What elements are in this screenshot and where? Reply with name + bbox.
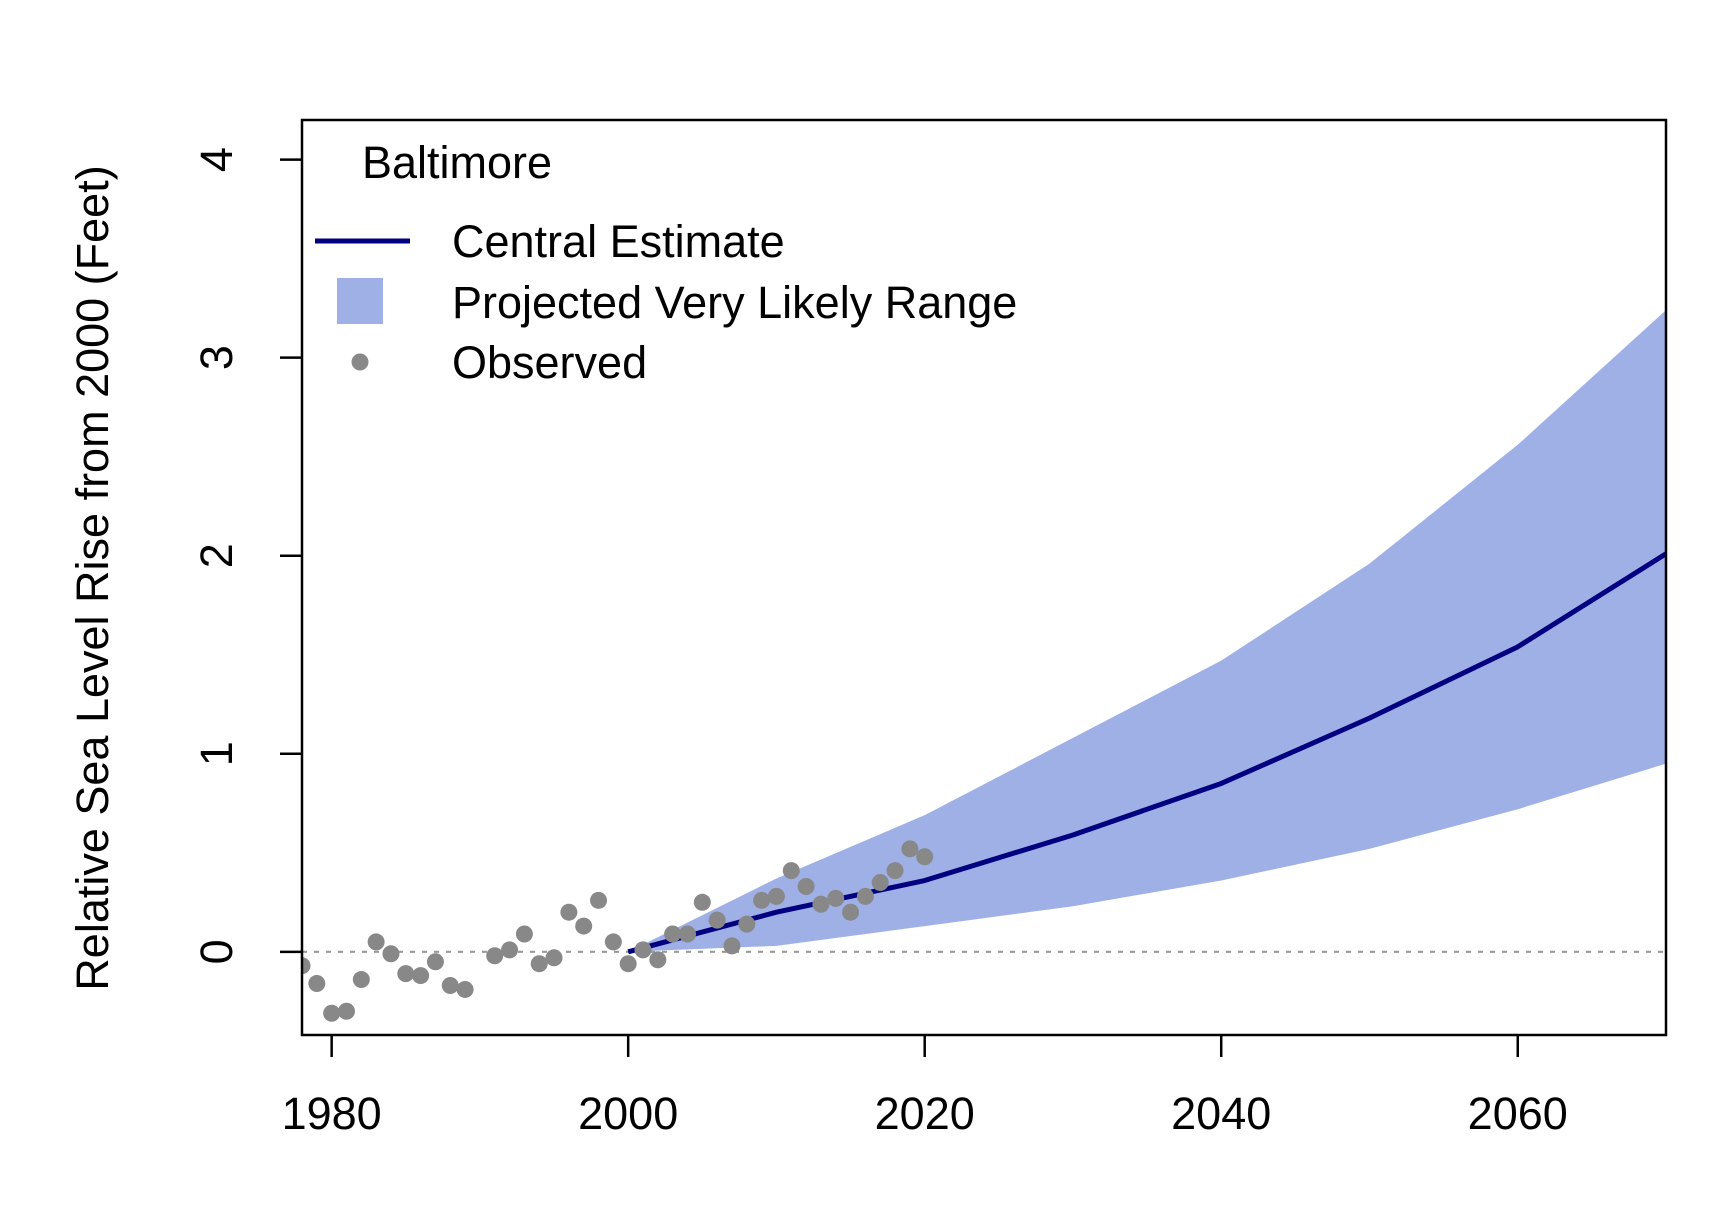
x-tick-label: 2040 — [1171, 1088, 1271, 1139]
observed-point — [352, 971, 370, 989]
y-axis: 0 1 2 3 4 — [191, 147, 302, 964]
legend-label-projected-range: Projected Very Likely Range — [452, 277, 1017, 328]
x-tick-label: 2060 — [1468, 1088, 1568, 1139]
observed-point — [323, 1004, 341, 1022]
y-tick-label: 1 — [191, 741, 242, 766]
observed-point — [604, 933, 622, 951]
range-band-layer — [628, 310, 1666, 952]
observed-point — [723, 937, 741, 955]
observed-point — [545, 949, 563, 967]
legend-point-swatch — [351, 353, 369, 371]
observed-point — [575, 917, 593, 935]
observed-point — [412, 967, 430, 985]
observed-point — [842, 903, 860, 921]
observed-point — [782, 862, 800, 880]
observed-point — [767, 887, 785, 905]
y-tick-label: 4 — [191, 147, 242, 172]
observed-point — [456, 980, 474, 998]
central-estimate-line — [627, 551, 1666, 955]
observed-point — [302, 957, 311, 975]
legend: Baltimore Central Estimate Projected Ver… — [315, 137, 1017, 388]
observed-point — [515, 925, 533, 943]
observed-point — [337, 1002, 355, 1020]
projected-range-band — [628, 310, 1666, 952]
legend-label-central-estimate: Central Estimate — [452, 216, 785, 267]
observed-point — [619, 955, 637, 973]
y-tick-label: 2 — [191, 543, 242, 568]
observed-point — [827, 889, 845, 907]
y-axis-label: Relative Sea Level Rise from 2000 (Feet) — [67, 165, 118, 990]
observed-point — [708, 911, 726, 929]
observed-point — [797, 877, 815, 895]
observed-point — [886, 862, 904, 880]
x-axis: 1980 2000 2020 2040 2060 — [282, 1035, 1568, 1139]
observed-point — [678, 925, 696, 943]
observed-point — [738, 915, 756, 933]
observed-point — [501, 941, 519, 959]
observed-point — [916, 848, 934, 866]
observed-point — [382, 945, 400, 963]
observed-point — [590, 891, 608, 909]
observed-point — [812, 895, 830, 913]
observed-point — [901, 840, 919, 858]
observed-point — [441, 976, 459, 994]
y-tick-label: 3 — [191, 345, 242, 370]
observed-point — [634, 941, 652, 959]
observed-point — [753, 891, 771, 909]
observed-point — [856, 887, 874, 905]
y-tick-label: 0 — [191, 939, 242, 964]
observed-point — [308, 975, 326, 993]
legend-label-observed: Observed — [452, 337, 647, 388]
observed-point — [664, 925, 682, 943]
observed-point — [367, 933, 385, 951]
x-tick-label: 2000 — [578, 1088, 678, 1139]
legend-band-swatch — [337, 278, 383, 324]
observed-point — [560, 903, 578, 921]
plot-area — [300, 118, 1668, 1037]
observed-point — [649, 951, 667, 969]
observed-point — [426, 953, 444, 971]
x-tick-label: 2020 — [875, 1088, 975, 1139]
observed-point — [871, 874, 889, 891]
observed-point — [530, 955, 548, 973]
plot-frame — [300, 118, 1668, 1037]
observed-point — [693, 893, 711, 911]
observed-points-layer — [302, 840, 934, 1022]
observed-point — [486, 947, 504, 965]
central-estimate-layer — [627, 551, 1666, 955]
observed-point — [397, 965, 415, 983]
legend-title: Baltimore — [362, 137, 552, 188]
x-tick-label: 1980 — [282, 1088, 382, 1139]
